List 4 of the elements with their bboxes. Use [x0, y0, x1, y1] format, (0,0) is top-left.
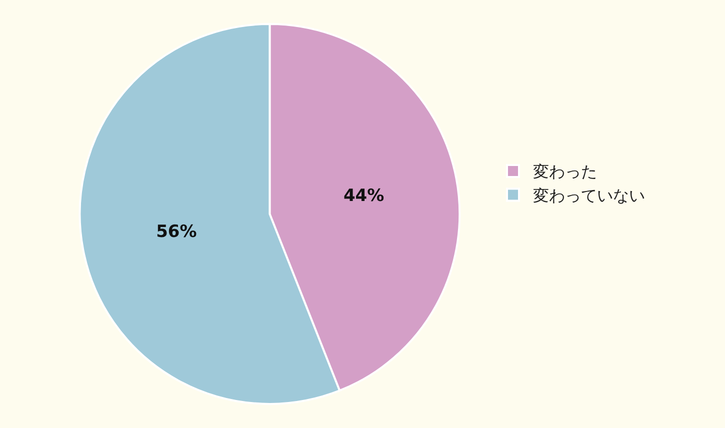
data-label: 56% [156, 222, 197, 242]
data-label: 44% [343, 186, 384, 206]
legend-label: 変わった [533, 162, 597, 182]
legend-label: 変わっていない [533, 186, 645, 206]
